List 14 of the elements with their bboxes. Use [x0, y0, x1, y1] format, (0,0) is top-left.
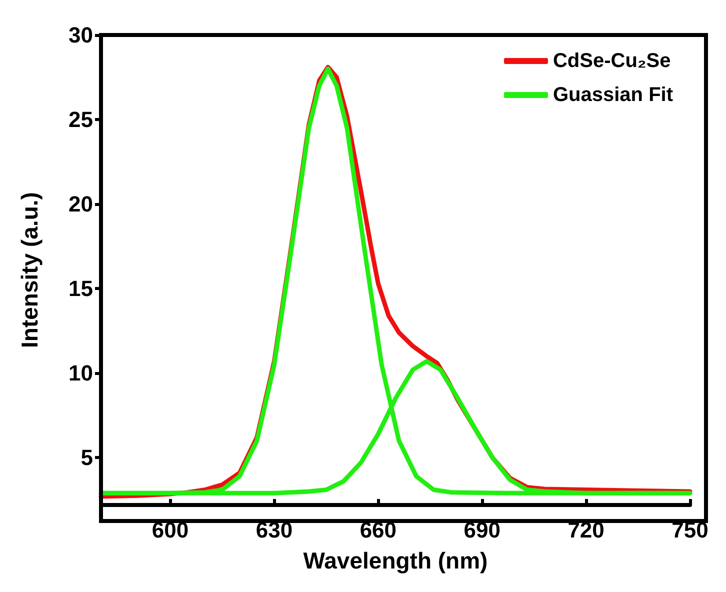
- y-tick-label: 25: [68, 107, 93, 132]
- legend-label: CdSe-Cu₂Se: [552, 50, 671, 72]
- x-axis-title: Wavelength (nm): [303, 548, 488, 574]
- y-tick-label: 30: [68, 22, 93, 48]
- x-tick-label: 690: [464, 518, 500, 542]
- y-axis-title: Intensity (a.u.): [16, 192, 42, 348]
- x-tick-label: 600: [152, 518, 189, 542]
- y-tick-label: 20: [68, 192, 93, 217]
- x-tick-label: 660: [360, 518, 397, 542]
- x-tick-label: 630: [256, 518, 293, 542]
- legend-label: Guassian Fit: [552, 84, 674, 106]
- y-tick-label: 5: [80, 445, 93, 470]
- y-tick-label: 10: [68, 360, 93, 386]
- y-tick-label: 15: [68, 276, 93, 302]
